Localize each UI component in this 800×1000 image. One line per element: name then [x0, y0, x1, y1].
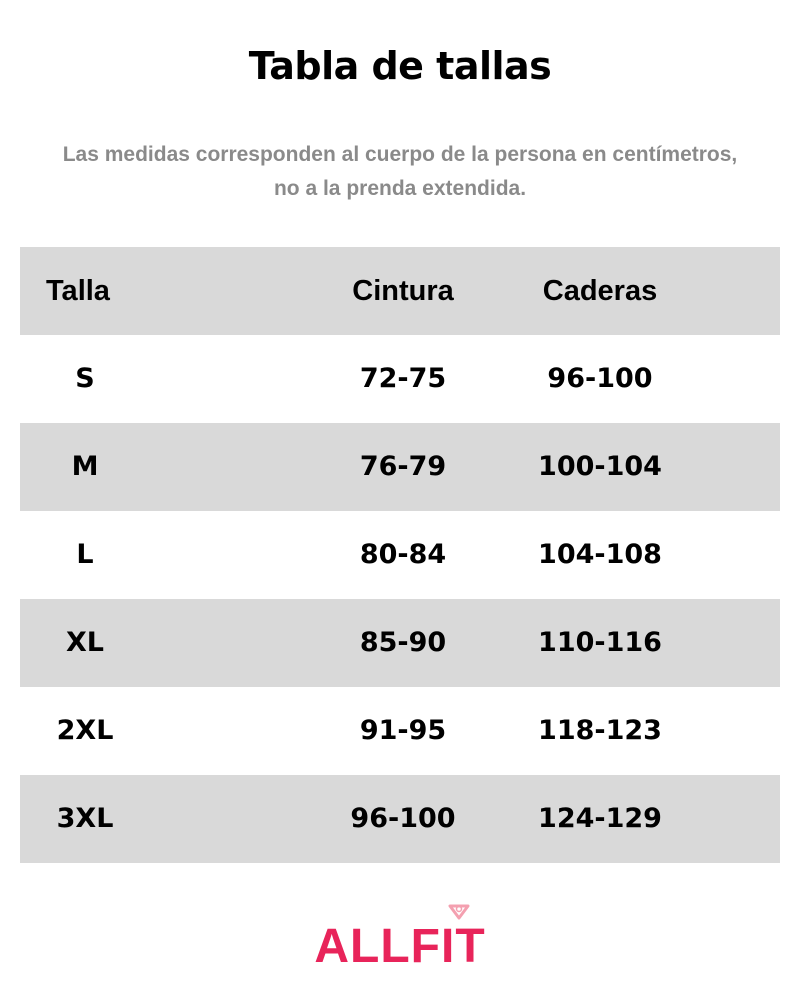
size-cell: M [71, 451, 99, 482]
hips-cell: 104-108 [538, 539, 662, 570]
table-row: XL 85-90 110-116 [20, 599, 780, 687]
waist-cell: 85-90 [359, 627, 447, 658]
header-caderas: Caderas [542, 275, 658, 307]
hips-cell: 100-104 [538, 451, 662, 482]
hips-cell: 96-100 [547, 363, 653, 394]
size-cell: 2XL [56, 715, 114, 746]
page-title: Tabla de tallas [248, 44, 552, 88]
header-talla: Talla [46, 275, 110, 307]
table-row: S 72-75 96-100 [20, 335, 780, 423]
size-table: Talla Cintura Caderas S 72-75 96-100 M 76-79… [20, 247, 780, 863]
table-header: Talla Cintura Caderas [20, 247, 780, 335]
size-cell: XL [65, 627, 105, 658]
waist-cell: 96-100 [350, 803, 456, 834]
size-cell: L [76, 539, 94, 570]
hips-cell: 118-123 [538, 715, 662, 746]
waist-cell: 72-75 [359, 363, 447, 394]
table-row: L 80-84 104-108 [20, 511, 780, 599]
header-cintura: Cintura [352, 275, 454, 307]
diamond-icon [448, 904, 470, 920]
svg-text:ALLFIT: ALLFIT [314, 920, 485, 970]
table-row: 3XL 96-100 124-129 [20, 775, 780, 863]
waist-cell: 76-79 [359, 451, 447, 482]
size-cell: S [75, 363, 95, 394]
hips-cell: 124-129 [538, 803, 662, 834]
table-row: 2XL 91-95 118-123 [20, 687, 780, 775]
table-row: M 76-79 100-104 [20, 423, 780, 511]
size-cell: 3XL [56, 803, 114, 834]
page-subtitle: Las medidas corresponden al cuerpo de la… [62, 143, 738, 200]
allfit-logo: ALLFIT [314, 904, 485, 970]
waist-cell: 80-84 [359, 539, 447, 570]
waist-cell: 91-95 [359, 715, 447, 746]
hips-cell: 110-116 [538, 627, 662, 658]
